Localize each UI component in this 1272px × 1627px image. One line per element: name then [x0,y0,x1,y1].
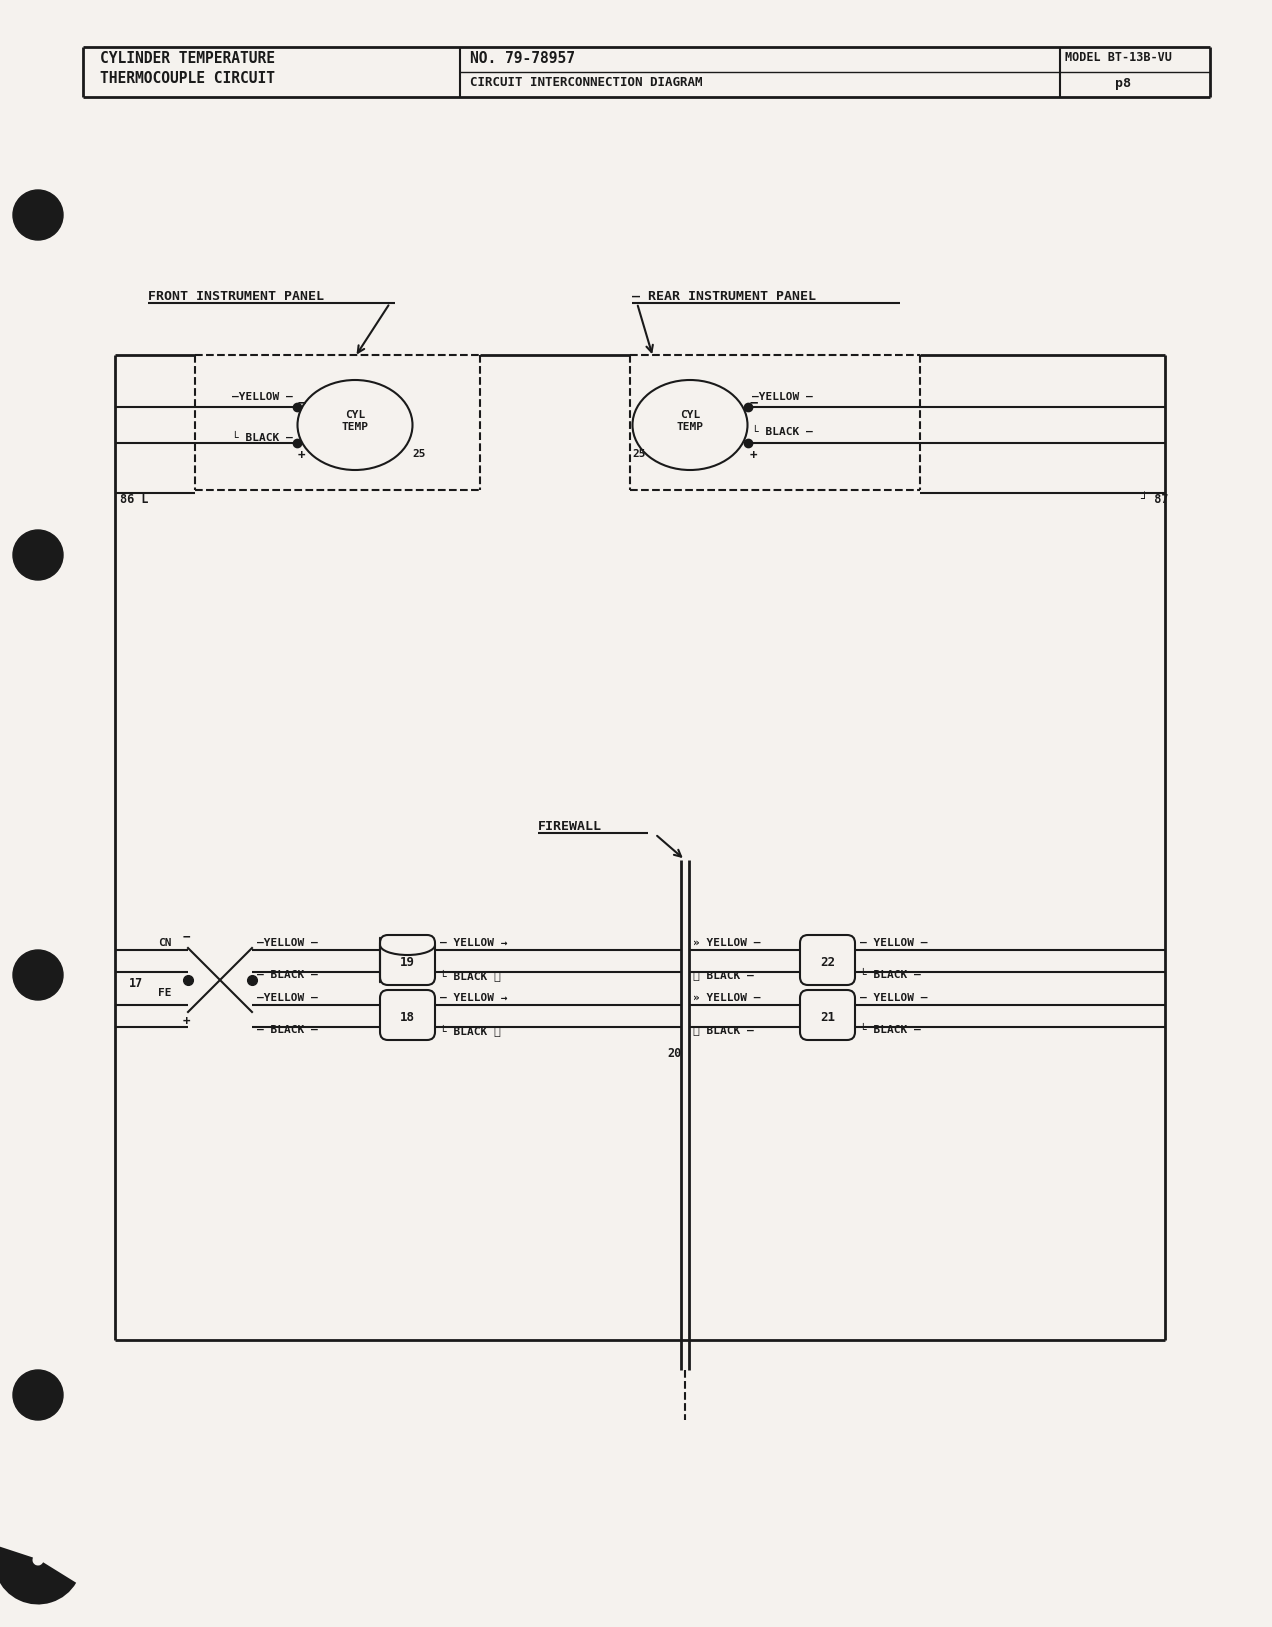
Text: └ BLACK —: └ BLACK — [752,426,813,438]
Text: —YELLOW —: —YELLOW — [232,392,293,402]
Text: +: + [298,449,305,462]
Text: » YELLOW —: » YELLOW — [693,992,761,1002]
Text: — REAR INSTRUMENT PANEL: — REAR INSTRUMENT PANEL [632,290,817,303]
Text: └ BLACK —: └ BLACK — [860,1025,921,1035]
Text: — BLACK —: — BLACK — [257,970,318,979]
Text: CYL
TEMP: CYL TEMP [341,410,369,431]
Text: FE: FE [158,988,172,997]
Text: 20: 20 [668,1048,682,1061]
Circle shape [13,530,64,579]
Text: ┘ 87: ┘ 87 [1140,493,1169,506]
Text: — YELLOW →: — YELLOW → [440,939,508,949]
Text: CIRCUIT INTERCONNECTION DIAGRAM: CIRCUIT INTERCONNECTION DIAGRAM [469,76,702,89]
Text: +: + [182,1015,190,1028]
Text: — BLACK —: — BLACK — [257,1025,318,1035]
Text: −: − [298,395,307,408]
Text: » YELLOW —: » YELLOW — [693,939,761,949]
Text: — YELLOW →: — YELLOW → [440,992,508,1002]
Text: └ BLACK —: └ BLACK — [232,433,293,443]
Text: — YELLOW —: — YELLOW — [860,939,927,949]
Text: THERMOCOUPLE CIRCUIT: THERMOCOUPLE CIRCUIT [100,72,275,86]
Text: CYL
TEMP: CYL TEMP [677,410,703,431]
Text: —YELLOW —: —YELLOW — [257,992,318,1002]
Text: NO. 79-78957: NO. 79-78957 [469,50,575,67]
Text: FRONT INSTRUMENT PANEL: FRONT INSTRUMENT PANEL [148,290,324,303]
Circle shape [13,950,64,1001]
Text: ≪ BLACK —: ≪ BLACK — [693,970,754,979]
Text: −: − [750,395,758,408]
Text: 17: 17 [128,976,142,989]
Text: p8: p8 [1116,76,1131,89]
Text: └ BLACK ≪: └ BLACK ≪ [440,970,501,983]
Text: MODEL BT-13B-VU: MODEL BT-13B-VU [1065,50,1172,63]
Text: 86 L: 86 L [120,493,149,506]
Text: FIREWALL: FIREWALL [538,820,602,833]
Text: CN: CN [158,939,172,949]
Text: 18: 18 [399,1010,415,1023]
Text: —YELLOW —: —YELLOW — [257,939,318,949]
Text: +: + [750,449,758,462]
Text: └ BLACK ≪: └ BLACK ≪ [440,1025,501,1036]
Text: 21: 21 [820,1010,834,1023]
Circle shape [13,190,64,241]
Text: ≪ BLACK —: ≪ BLACK — [693,1025,754,1035]
Text: CYLINDER TEMPERATURE: CYLINDER TEMPERATURE [100,50,275,67]
Text: 25: 25 [632,449,645,459]
Text: −: − [182,931,190,944]
Text: —YELLOW —: —YELLOW — [752,392,813,402]
Text: └ BLACK —: └ BLACK — [860,970,921,979]
Text: 25: 25 [412,449,426,459]
Circle shape [13,1370,64,1420]
Text: 22: 22 [820,955,834,968]
Text: 19: 19 [399,955,415,968]
Text: — YELLOW —: — YELLOW — [860,992,927,1002]
